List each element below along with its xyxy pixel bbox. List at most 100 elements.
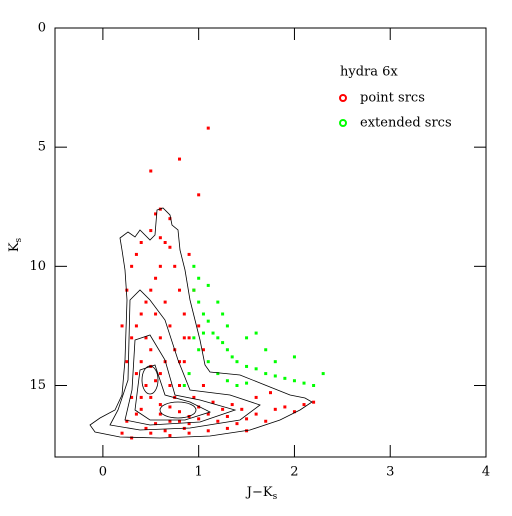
point	[254, 412, 258, 416]
x-tick-label: 1	[195, 465, 203, 480]
point	[264, 348, 268, 352]
point	[149, 395, 153, 399]
point	[178, 288, 182, 292]
point	[178, 419, 182, 423]
plot-frame	[54, 27, 487, 458]
point	[245, 336, 249, 340]
point	[211, 331, 215, 335]
point	[168, 245, 172, 249]
point	[187, 372, 191, 376]
point	[197, 324, 201, 328]
point	[134, 252, 138, 256]
point	[182, 360, 186, 364]
x-tick-label: 0	[99, 465, 107, 480]
x-label-main: J−K	[245, 485, 273, 500]
marks	[120, 126, 325, 440]
point	[163, 429, 167, 433]
point	[197, 193, 201, 197]
point	[221, 312, 225, 316]
point	[187, 252, 191, 256]
point	[225, 348, 229, 352]
point	[192, 336, 196, 340]
point	[206, 429, 210, 433]
point	[312, 400, 316, 404]
point	[254, 331, 258, 335]
legend: point srcs extended srcs	[339, 91, 452, 131]
axes: 0 1 2 3 4 0 5 10 15	[29, 21, 490, 480]
point	[292, 355, 296, 359]
y-tick-label: 0	[38, 21, 46, 36]
point	[235, 422, 239, 426]
legend-label: point srcs	[360, 91, 425, 106]
point	[225, 324, 229, 328]
point	[192, 288, 196, 292]
point	[130, 395, 134, 399]
point	[245, 417, 249, 421]
point	[149, 288, 153, 292]
point	[168, 434, 172, 438]
point	[187, 336, 191, 340]
point	[197, 405, 201, 409]
point	[125, 360, 129, 364]
point	[273, 360, 277, 364]
point	[158, 336, 162, 340]
point	[187, 431, 191, 435]
point	[125, 288, 129, 292]
point	[235, 360, 239, 364]
x-label-sub: s	[273, 492, 278, 502]
point	[235, 384, 239, 387]
point	[216, 372, 220, 376]
point	[178, 410, 182, 414]
point	[216, 300, 220, 304]
point	[130, 264, 134, 268]
point	[168, 405, 172, 409]
point	[192, 395, 196, 399]
point	[187, 422, 191, 426]
point	[168, 217, 172, 221]
point	[197, 417, 201, 421]
point	[264, 372, 268, 376]
point	[149, 431, 153, 435]
point	[302, 403, 306, 407]
point	[130, 336, 134, 340]
point	[201, 331, 205, 335]
x-axis-label: J−Ks	[245, 485, 278, 502]
point	[134, 412, 138, 416]
point	[302, 381, 306, 385]
point	[216, 336, 220, 340]
point	[144, 426, 148, 430]
y-axis-label: Ks	[7, 237, 24, 252]
point	[273, 407, 277, 411]
y-label-sub: s	[14, 237, 24, 242]
point	[158, 412, 162, 416]
point	[221, 407, 225, 411]
y-tick-label: 5	[38, 140, 46, 155]
point	[269, 391, 272, 395]
point	[125, 419, 129, 423]
legend-label: extended srcs	[360, 116, 452, 131]
point	[254, 395, 258, 399]
point	[139, 241, 143, 244]
point	[168, 324, 172, 328]
point	[173, 264, 177, 268]
y-tick-label: 15	[29, 378, 46, 393]
point	[154, 312, 158, 316]
point	[197, 276, 201, 280]
point	[154, 422, 158, 426]
point	[264, 419, 268, 423]
point	[283, 405, 287, 409]
point	[254, 367, 258, 371]
legend-marker	[339, 94, 347, 102]
point	[206, 126, 210, 130]
point	[154, 212, 158, 216]
point	[225, 379, 229, 383]
point	[149, 229, 153, 233]
point	[168, 419, 172, 423]
legend-marker	[339, 119, 347, 127]
contours	[89, 207, 313, 439]
point	[168, 384, 172, 387]
point	[197, 300, 201, 304]
point	[245, 381, 249, 385]
point	[134, 372, 138, 376]
